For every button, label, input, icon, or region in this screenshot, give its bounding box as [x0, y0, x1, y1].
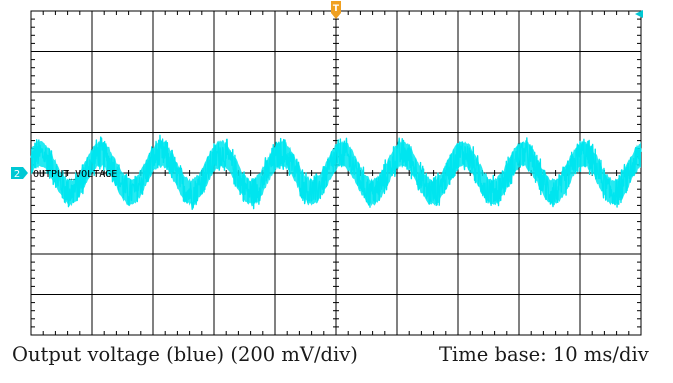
- trigger-level-marker: [635, 10, 643, 18]
- caption-time-base: Time base: 10 ms/div: [439, 343, 649, 366]
- channel-label: OUTPUT_VOLTAGE: [33, 169, 117, 180]
- channel-marker: [11, 167, 23, 179]
- markers: 2 OUTPUT_VOLTAGE T: [11, 1, 643, 180]
- trigger-marker: [331, 1, 341, 19]
- caption-output-voltage: Output voltage (blue) (200 mV/div): [12, 343, 358, 366]
- waveform-trace: [30, 134, 642, 211]
- trigger-marker-label: T: [333, 4, 340, 14]
- channel-number: 2: [14, 169, 20, 180]
- oscilloscope-plot: 2 OUTPUT_VOLTAGE T: [11, 1, 643, 336]
- graticule: [30, 10, 642, 336]
- channel-marker-arrow: [23, 167, 28, 179]
- trace-band: [31, 139, 641, 207]
